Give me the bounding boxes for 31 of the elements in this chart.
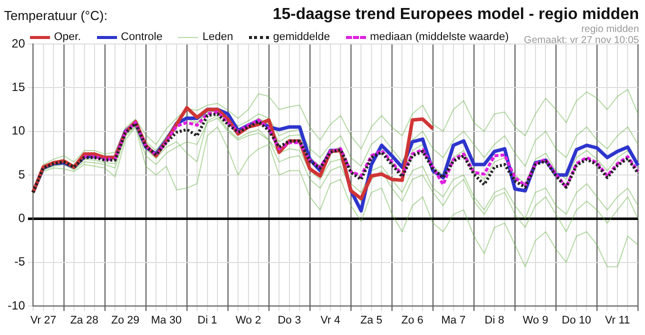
legend-label: Controle [120,31,162,43]
y-tick-label: -5 [14,254,26,269]
y-tick-label: 20 [12,36,26,50]
x-tick-label: Zo 29 [111,314,140,327]
x-tick-label: Vr 4 [320,314,340,327]
x-tick-label: Di 1 [198,314,218,327]
legend-label: gemiddelde [273,31,330,43]
x-tick-label: Zo 6 [401,314,424,327]
y-tick-label: -10 [8,298,26,312]
x-tick-label: Wo 2 [236,314,262,327]
x-tick-label: Za 5 [360,314,382,327]
x-tick-label: Ma 7 [441,314,466,327]
legend-label: Leden [202,31,234,43]
x-tick-label: Ma 30 [151,314,182,327]
legend-label: Oper. [54,31,81,43]
y-axis-title: Temperatuur (°C): [4,8,108,23]
x-tick-label: Vr 27 [30,314,56,327]
x-tick-label: Di 8 [484,314,504,327]
annotation: Gemaakt: vr 27 nov 10:05 [524,35,639,46]
chart-title: 15-daagse trend Europees model - regio midden [272,6,639,24]
legend-label: mediaan (middelste waarde) [370,31,509,43]
x-tick-label: Do 3 [278,314,301,327]
y-tick-label: 15 [12,80,26,94]
x-tick-label: Vr 11 [604,314,630,327]
x-tick-label: Wo 9 [522,314,548,327]
x-tick-label: Do 10 [562,314,592,327]
y-tick-label: 10 [12,124,26,138]
text: regio midden [580,24,639,35]
x-tick-label: Za 28 [70,314,98,327]
y-tick-label: 5 [18,167,26,182]
y-tick-label: 0 [18,210,26,225]
